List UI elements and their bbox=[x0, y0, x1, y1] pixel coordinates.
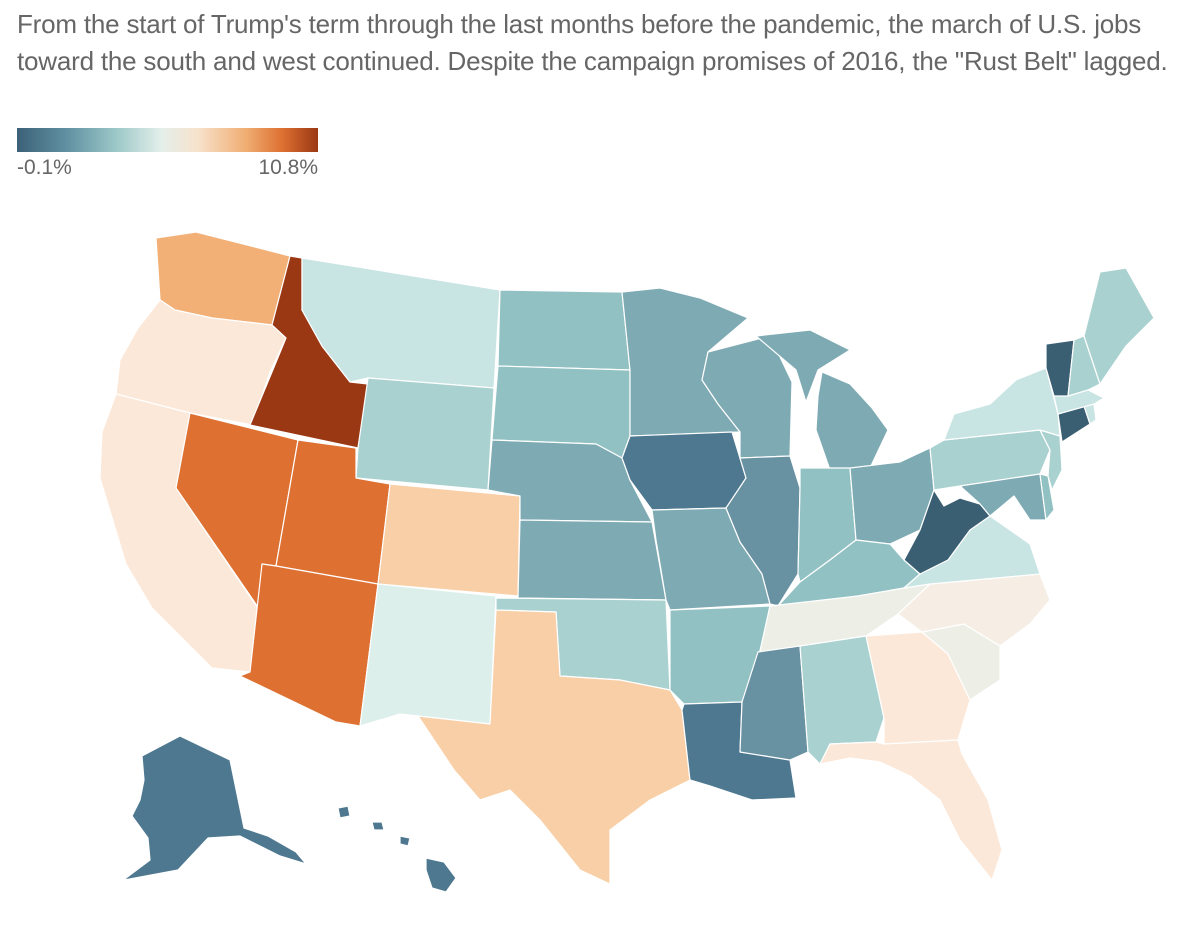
state-maine[interactable] bbox=[1083, 267, 1155, 385]
state-north-dakota[interactable] bbox=[497, 289, 631, 371]
state-iowa[interactable] bbox=[621, 431, 747, 511]
state-new-york[interactable] bbox=[943, 367, 1061, 441]
state-wyoming[interactable] bbox=[355, 377, 495, 491]
state-illinois[interactable] bbox=[725, 455, 801, 607]
legend-min-label: -0.1% bbox=[17, 156, 72, 179]
state-texas[interactable] bbox=[417, 609, 691, 885]
state-north-carolina[interactable] bbox=[897, 573, 1051, 647]
state-new-hampshire[interactable] bbox=[1067, 335, 1101, 397]
legend-max-label: 10.8% bbox=[258, 156, 318, 179]
state-arizona[interactable] bbox=[239, 563, 379, 727]
state-vermont[interactable] bbox=[1045, 339, 1075, 397]
state-alaska[interactable] bbox=[109, 735, 307, 891]
state-florida[interactable] bbox=[819, 739, 1003, 881]
legend-gradient-bar bbox=[17, 128, 318, 152]
state-new-mexico[interactable] bbox=[359, 583, 497, 727]
state-colorado[interactable] bbox=[377, 483, 521, 597]
state-delaware[interactable] bbox=[1039, 473, 1055, 521]
state-hawaii[interactable] bbox=[337, 805, 457, 893]
map-subtitle: From the start of Trump's term through t… bbox=[17, 9, 1168, 76]
state-kansas[interactable] bbox=[517, 519, 667, 601]
color-legend: -0.1% 10.8% bbox=[17, 128, 318, 184]
